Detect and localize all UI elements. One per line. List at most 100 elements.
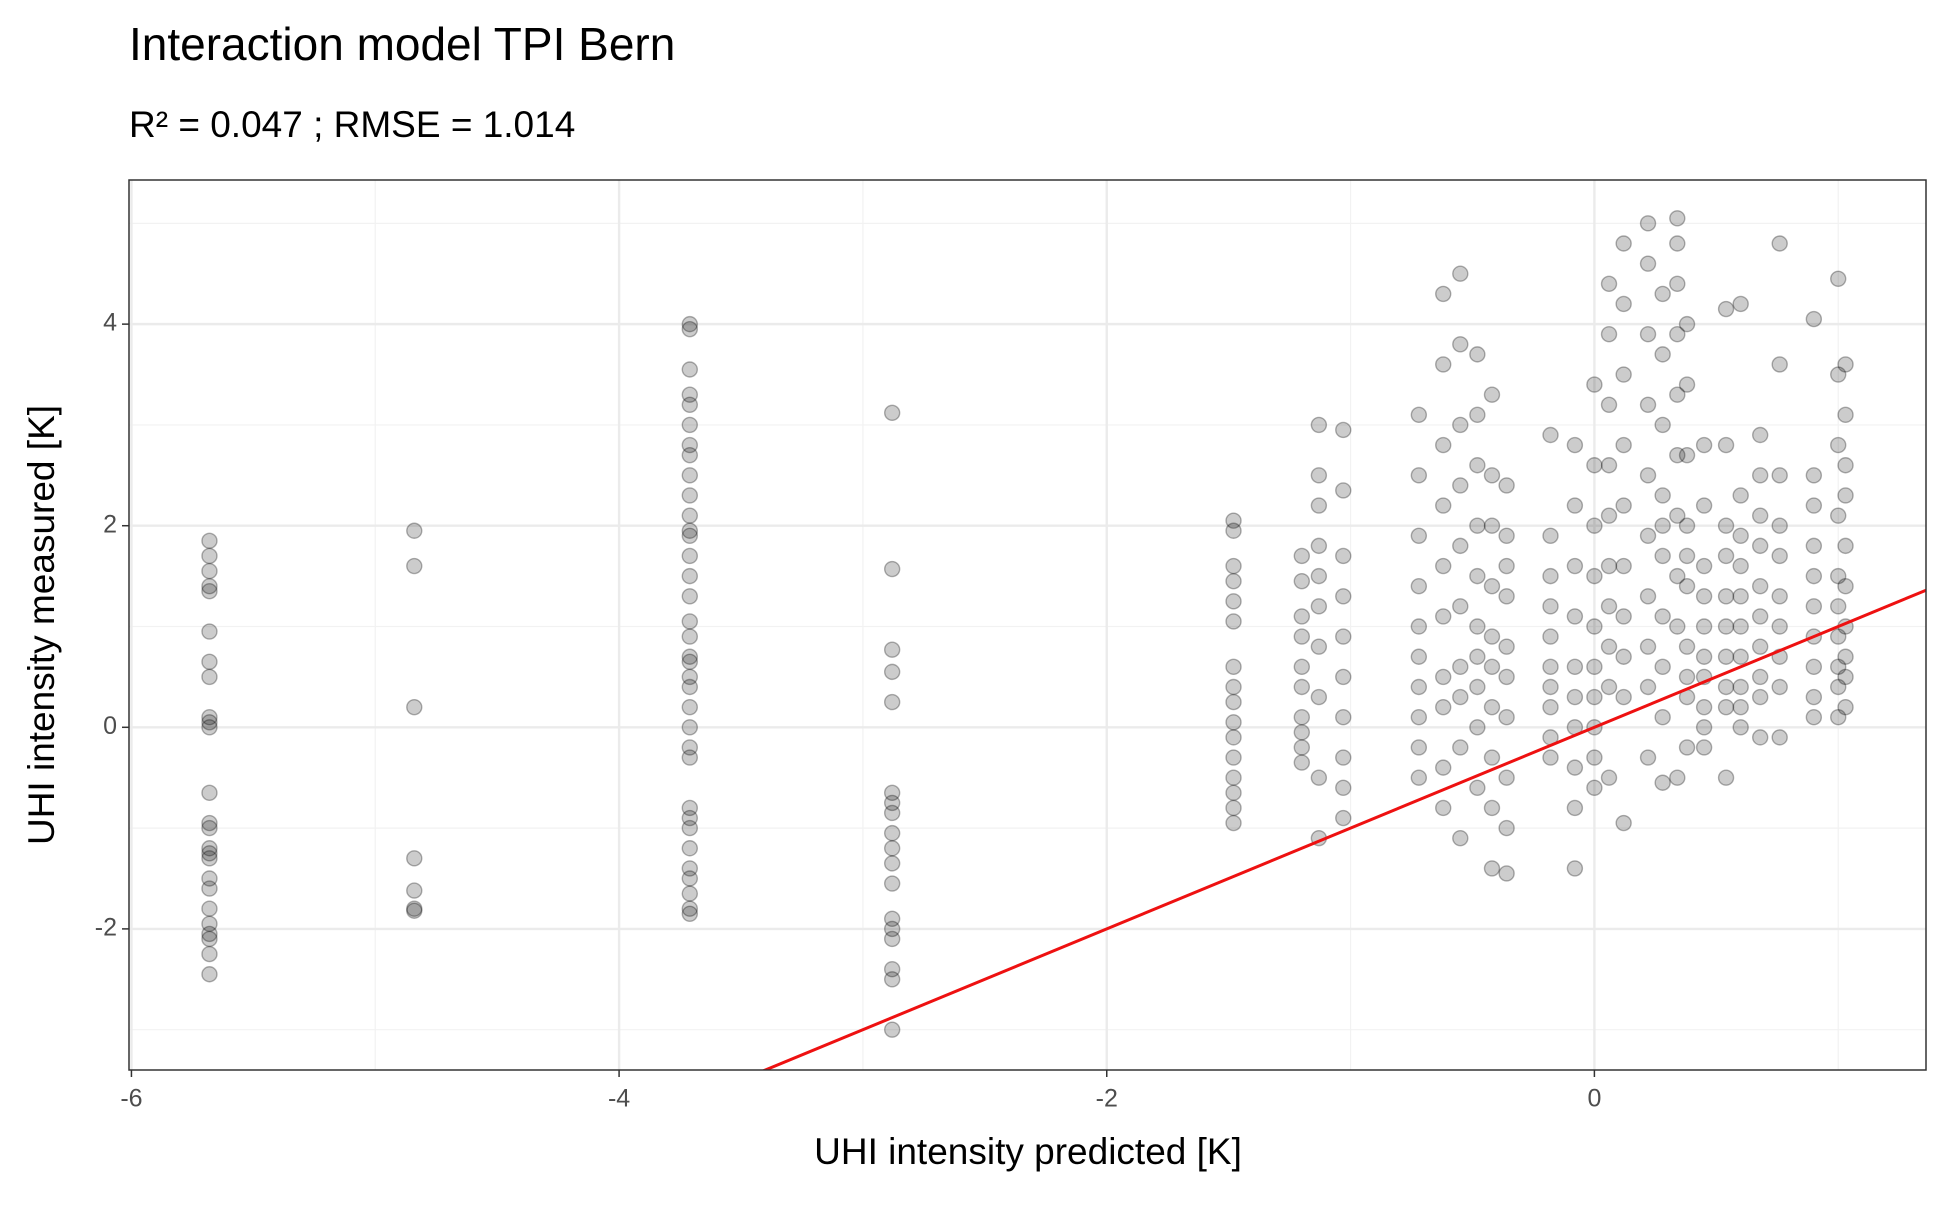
point <box>1469 719 1486 736</box>
point <box>1732 557 1749 575</box>
point <box>681 436 699 454</box>
point <box>681 668 699 686</box>
point <box>1805 598 1823 615</box>
point <box>681 809 699 827</box>
point <box>1678 315 1696 333</box>
point <box>1830 709 1847 726</box>
point <box>1639 678 1657 696</box>
point <box>1225 522 1242 539</box>
point <box>1615 497 1632 514</box>
point <box>1452 265 1469 282</box>
point <box>1435 356 1452 373</box>
point <box>201 583 218 600</box>
point <box>1805 310 1823 328</box>
point <box>1498 819 1515 837</box>
point <box>1639 255 1657 272</box>
point <box>1483 517 1501 534</box>
point <box>681 467 699 484</box>
point <box>1830 658 1847 676</box>
point <box>1335 779 1352 796</box>
point <box>681 749 699 766</box>
point <box>1837 356 1854 373</box>
point <box>1586 517 1603 534</box>
point <box>1335 668 1352 686</box>
point <box>1695 497 1713 514</box>
point <box>1654 416 1671 434</box>
point <box>681 522 699 539</box>
point <box>1410 678 1428 696</box>
point <box>1469 457 1486 474</box>
x-tick-label: -6 <box>120 1085 142 1113</box>
point <box>883 920 901 938</box>
point <box>681 386 699 403</box>
point <box>201 562 218 580</box>
point <box>1615 295 1632 313</box>
point <box>1542 698 1559 716</box>
point <box>1717 698 1735 716</box>
point <box>1695 436 1713 454</box>
point <box>681 819 699 837</box>
point <box>1639 326 1657 343</box>
point <box>1830 366 1847 383</box>
point <box>1669 210 1686 227</box>
point <box>1566 860 1584 877</box>
point <box>883 560 901 578</box>
point <box>1615 648 1632 665</box>
point <box>1293 547 1311 565</box>
point <box>1225 512 1242 529</box>
point <box>1654 774 1671 791</box>
point <box>201 915 218 933</box>
y-tick-label: 0 <box>103 712 117 740</box>
point <box>1483 698 1501 716</box>
point <box>1837 577 1854 595</box>
point <box>406 698 423 716</box>
point <box>1452 598 1469 615</box>
point <box>1669 567 1686 585</box>
point <box>1452 739 1469 756</box>
point <box>1225 749 1242 766</box>
point <box>1452 658 1469 676</box>
point <box>1654 517 1671 534</box>
point <box>883 855 901 872</box>
point <box>201 930 218 948</box>
point <box>1410 618 1428 635</box>
point <box>1669 618 1686 635</box>
point <box>1639 527 1657 544</box>
point <box>681 446 699 464</box>
point <box>1293 572 1311 590</box>
point <box>1542 658 1559 676</box>
point <box>883 824 901 842</box>
point <box>1654 658 1671 676</box>
point <box>1639 638 1657 655</box>
point <box>1469 567 1486 585</box>
point <box>1639 588 1657 605</box>
point <box>1469 618 1486 635</box>
point <box>883 910 901 928</box>
point <box>201 719 218 736</box>
point <box>1542 749 1559 766</box>
point <box>406 557 423 575</box>
point <box>1695 648 1713 665</box>
x-tick-label: -4 <box>608 1085 630 1113</box>
point <box>1498 769 1515 786</box>
point <box>1410 769 1428 786</box>
point <box>1469 678 1486 696</box>
point <box>1498 588 1515 605</box>
point <box>1225 557 1242 575</box>
point <box>1615 557 1632 575</box>
point <box>1669 235 1686 252</box>
point <box>883 784 901 802</box>
point <box>1717 678 1735 696</box>
point <box>201 870 218 887</box>
point <box>1483 577 1501 595</box>
point <box>1695 588 1713 605</box>
point <box>1654 547 1671 565</box>
point <box>201 532 218 550</box>
point <box>681 416 699 434</box>
point <box>1654 487 1671 504</box>
point <box>1678 517 1696 534</box>
point <box>201 945 218 963</box>
point <box>1600 769 1618 786</box>
point <box>1837 537 1854 555</box>
point <box>1435 799 1452 817</box>
